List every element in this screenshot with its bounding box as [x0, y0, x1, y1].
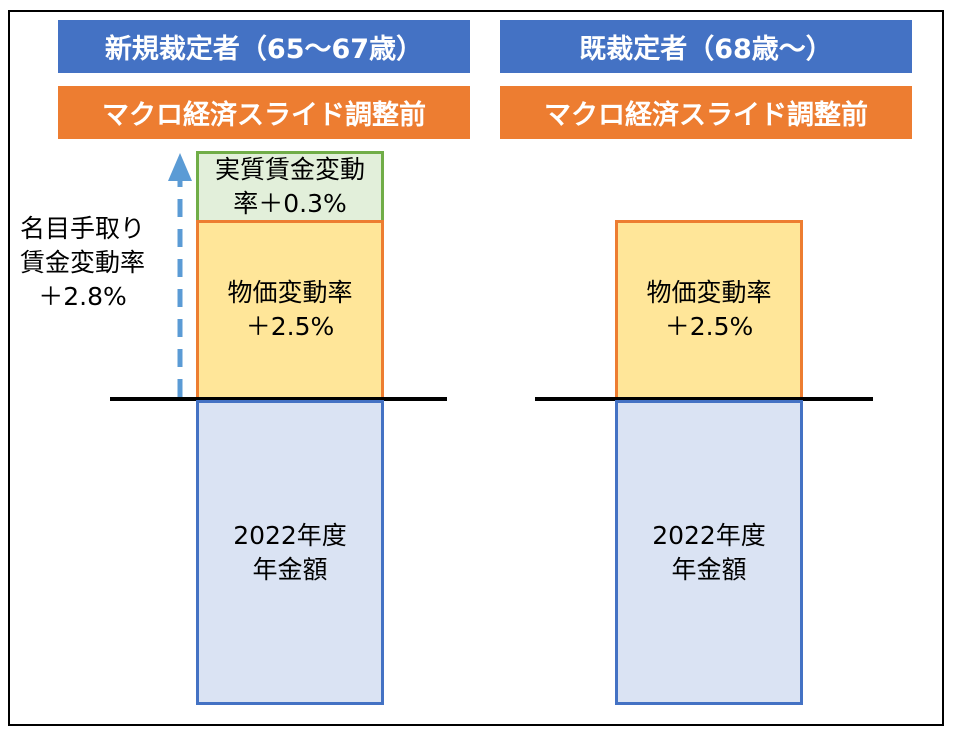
price-line2: ＋2.5% [664, 312, 754, 341]
real-wage-line2: 率＋0.3% [233, 189, 347, 218]
base-line1: 2022年度 [233, 520, 347, 550]
base-line1: 2022年度 [652, 520, 766, 550]
right-title: 既裁定者（68歳～） [500, 20, 912, 73]
base-line2: 年金額 [671, 554, 747, 584]
real-wage-line1: 実質賃金変動 [214, 155, 365, 184]
frame [8, 10, 944, 726]
right-price-box: 物価変動率 ＋2.5% [615, 220, 803, 400]
right-base-box: 2022年度 年金額 [615, 400, 803, 705]
right-subtitle: マクロ経済スライド調整前 [500, 86, 912, 139]
base-line2: 年金額 [252, 554, 328, 584]
left-base-box: 2022年度 年金額 [196, 400, 384, 705]
real-wage-box: 実質賃金変動 率＋0.3% [196, 151, 384, 223]
nominal-line3: ＋2.8% [38, 282, 127, 311]
left-price-box: 物価変動率 ＋2.5% [196, 220, 384, 400]
price-line2: ＋2.5% [245, 312, 335, 341]
left-title: 新規裁定者（65～67歳） [58, 20, 470, 73]
price-line1: 物価変動率 [646, 278, 772, 307]
left-subtitle: マクロ経済スライド調整前 [58, 86, 470, 139]
nominal-line2: 賃金変動率 [19, 248, 145, 277]
arrow-up-icon [168, 153, 192, 397]
right-baseline [535, 397, 873, 401]
nominal-line1: 名目手取り [19, 214, 145, 243]
price-line1: 物価変動率 [227, 278, 353, 307]
nominal-wage-label: 名目手取り 賃金変動率 ＋2.8% [10, 212, 155, 314]
left-baseline [110, 397, 447, 401]
